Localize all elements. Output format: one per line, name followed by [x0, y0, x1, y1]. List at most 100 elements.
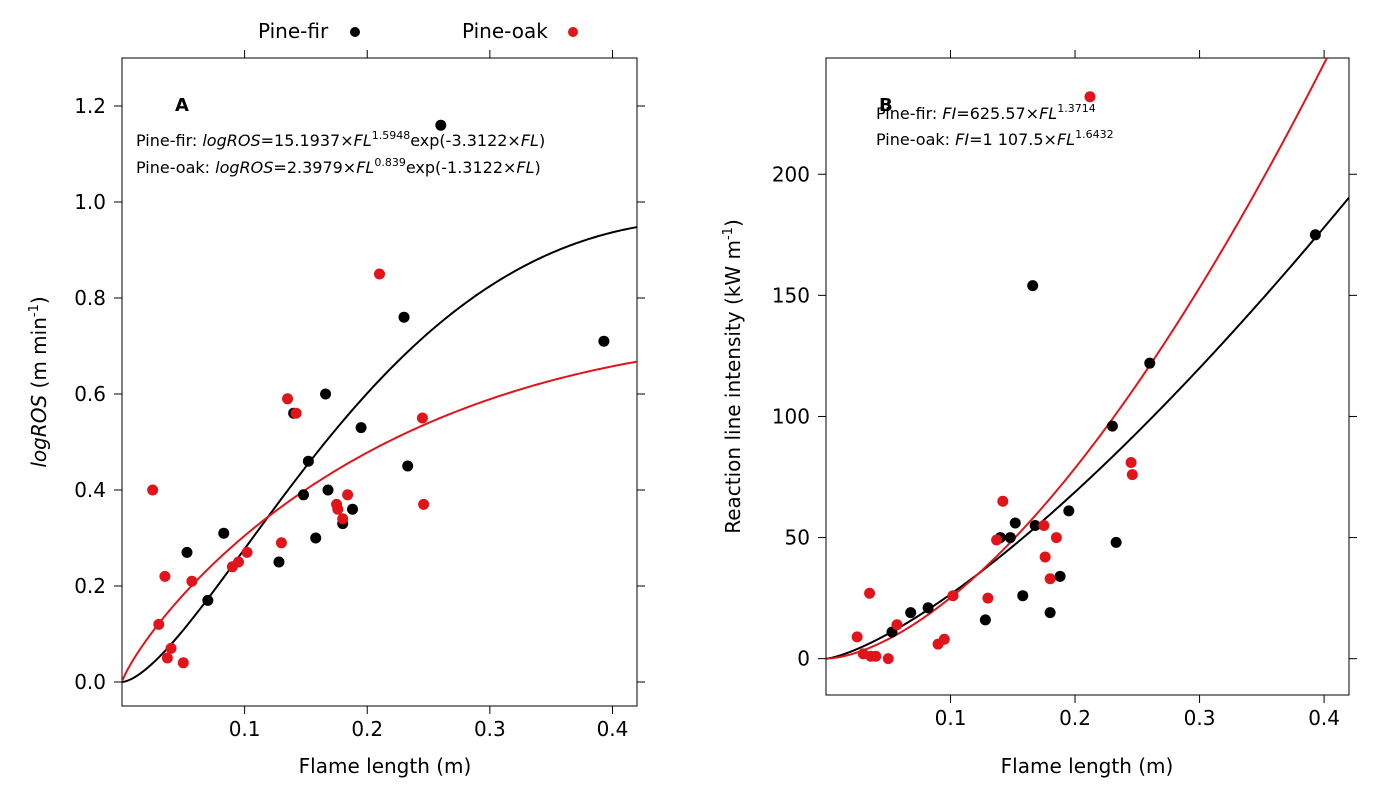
data-point-pine-oak [851, 631, 863, 643]
y-tick-label: 1.2 [74, 94, 106, 118]
panel-a-letter: A [175, 95, 189, 116]
data-point-pine-fir [1029, 519, 1041, 531]
data-point-pine-fir [398, 311, 410, 323]
data-point-pine-fir [1017, 590, 1029, 602]
eq-fl: FL [1057, 130, 1075, 149]
y-tick-label: 0 [797, 647, 810, 671]
legend-marker-pine-fir [350, 27, 360, 37]
fit-curve-pine-fir [122, 226, 637, 683]
data-point-pine-oak [147, 484, 159, 496]
y-title-sup: -1 [27, 304, 42, 317]
data-point-pine-fir [402, 460, 414, 472]
y-title-close: ) [721, 219, 745, 227]
eq-var: logROS [215, 158, 273, 177]
plot-area [122, 226, 637, 683]
eq-fl2: FL [521, 131, 539, 150]
data-point-pine-oak [997, 495, 1009, 507]
data-point-pine-fir [922, 602, 934, 614]
legend-label-pine-oak: Pine-oak [462, 19, 548, 43]
data-point-pine-oak [177, 657, 189, 669]
plot-area [826, 58, 1349, 660]
data-point-pine-fir [1110, 536, 1122, 548]
data-point-pine-fir [302, 455, 314, 467]
data-point-pine-oak [991, 534, 1003, 546]
eq-rest: exp(-1.3122× [406, 158, 517, 177]
panel-b-letter: B [879, 95, 893, 116]
data-point-pine-fir [297, 489, 309, 501]
x-tick-label: 0.2 [1059, 706, 1091, 730]
eq-prefix: Pine-oak: [876, 130, 955, 149]
y-tick-label: 0.4 [74, 478, 106, 502]
data-point-pine-oak [1050, 532, 1062, 544]
data-point-pine-oak [418, 498, 430, 510]
fit-curve-pine-oak [826, 58, 1329, 660]
eq-sup: 1.6432 [1075, 128, 1114, 141]
eq-close: ) [539, 131, 545, 150]
data-point-pine-oak [1126, 469, 1138, 481]
eq-close: ) [535, 158, 541, 177]
x-tick-label: 0.1 [935, 706, 967, 730]
panel-b-frame [825, 57, 1350, 696]
y-tick-label: 1.0 [74, 190, 106, 214]
data-point-pine-oak [337, 513, 349, 525]
eq-mid: =15.1937× [261, 131, 354, 150]
data-point-pine-oak [882, 653, 894, 665]
y-title-sup: -1 [721, 227, 736, 240]
data-point-pine-fir [1004, 532, 1016, 544]
data-point-pine-oak [982, 592, 994, 604]
eq-sup: 1.3714 [1057, 102, 1096, 115]
eq-mid: =2.3979× [273, 158, 356, 177]
data-point-pine-oak [165, 642, 177, 654]
data-point-pine-oak [1044, 573, 1056, 585]
data-point-pine-oak [332, 503, 344, 515]
data-point-pine-fir [1309, 229, 1321, 241]
y-tick-label: 50 [785, 526, 810, 550]
x-tick-label: 0.1 [229, 717, 261, 741]
fit-curve-pine-oak [122, 360, 637, 681]
data-point-pine-fir [1009, 517, 1021, 529]
data-point-pine-oak [1038, 519, 1050, 531]
data-point-pine-fir [1044, 607, 1056, 619]
eq-var: logROS [202, 131, 260, 150]
data-point-pine-fir [1063, 505, 1075, 517]
panel-b-equation-pine-oak: Pine-oak: FI=1 107.5×FL1.6432 [876, 128, 1114, 149]
eq-var: FI [955, 130, 969, 149]
eq-var: FI [942, 104, 956, 123]
eq-fl: FL [354, 131, 372, 150]
data-point-pine-fir [320, 388, 332, 400]
data-point-pine-oak [891, 619, 903, 631]
panel-a: 0.1 0.2 0.3 0.4 0.0 0.2 0.4 0.6 0.8 1.0 1.2 A Pine… [27, 50, 645, 778]
panel-a-x-axis-title: Flame length (m) [299, 754, 472, 778]
eq-mid: =625.57× [956, 104, 1039, 123]
data-point-pine-oak [186, 575, 198, 587]
data-point-pine-fir [1106, 420, 1118, 432]
data-point-pine-oak [161, 652, 173, 664]
data-point-pine-oak [342, 489, 354, 501]
eq-prefix: Pine-fir: [136, 131, 202, 150]
data-point-pine-fir [355, 422, 367, 434]
y-tick-label: 100 [772, 404, 810, 428]
x-tick-label: 0.4 [597, 717, 629, 741]
y-tick-label: 0.8 [74, 286, 106, 310]
eq-fl2: FL [516, 158, 534, 177]
data-point-pine-fir [310, 532, 322, 544]
data-point-pine-oak [275, 537, 287, 549]
legend-marker-pine-oak [568, 27, 578, 37]
eq-rest: exp(-3.3122× [410, 131, 521, 150]
y-title-close: ) [27, 296, 51, 304]
y-title-italic: logROS [27, 395, 51, 468]
data-point-pine-fir [435, 119, 447, 131]
data-point-pine-oak [153, 618, 165, 630]
eq-sup: 1.5948 [372, 129, 411, 142]
y-tick-label: 0.6 [74, 382, 106, 406]
eq-prefix: Pine-oak: [136, 158, 215, 177]
legend: Pine-fir Pine-oak [258, 19, 578, 43]
panel-a-y-axis-title: logROS (m min-1) [27, 296, 51, 467]
panel-a-equation-pine-fir: Pine-fir: logROS=15.1937×FL1.5948exp(-3.… [136, 129, 545, 150]
y-title-rest: Reaction line intensity (kW m [721, 240, 745, 534]
data-point-pine-oak [282, 393, 294, 405]
panel-b-y-axis-title: Reaction line intensity (kW m-1) [721, 219, 745, 534]
x-tick-label: 0.4 [1308, 706, 1340, 730]
